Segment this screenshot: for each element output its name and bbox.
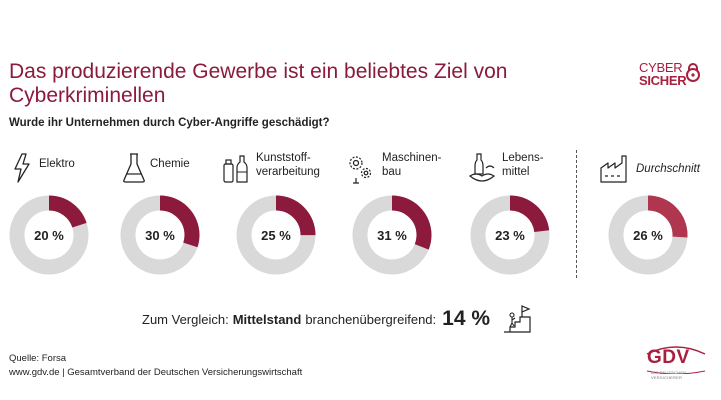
percent-label: 31 %	[377, 228, 407, 243]
gears-icon	[349, 156, 372, 184]
category-chemie: Chemie 30 %	[120, 150, 230, 280]
donut-segment-durchschnitt	[608, 195, 688, 275]
gdv-logo: GDV DIE DEUTSCHEN VERSICHERER	[643, 344, 709, 380]
survey-question: Wurde ihr Unternehmen durch Cyber-Angrif…	[9, 117, 330, 129]
comparison-suffix: branchenübergreifend:	[305, 311, 437, 327]
bottles-icon	[223, 155, 248, 183]
donut-chart-lebensmittel	[470, 195, 550, 275]
donut-segment-maschinenbau	[352, 195, 432, 275]
donut-chart-durchschnitt	[608, 195, 688, 275]
lock-icon	[686, 63, 700, 82]
comparison-bold: Mittelstand	[232, 311, 302, 327]
donut-segment-chemie	[120, 195, 200, 275]
category-label: Maschinen- bau	[382, 152, 442, 178]
donut-chart-elektro	[9, 195, 89, 275]
source-label: Quelle: Forsa	[9, 353, 67, 364]
gdv-wordmark: GDV	[647, 347, 690, 368]
category-elektro: Elektro 20 %	[9, 150, 119, 280]
category-label: Elektro	[39, 158, 75, 170]
percent-label: 23 %	[495, 228, 525, 243]
food-icon	[468, 153, 496, 182]
page-title: Das produzierende Gewerbe ist ein belieb…	[9, 60, 508, 107]
category-maschinenbau: Maschinen- bau 31 %	[349, 150, 462, 280]
credit-label: www.gdv.de | Gesamtverband der Deutschen…	[9, 367, 303, 378]
donut-segment-kunststoff	[236, 195, 316, 275]
donut-chart-kunststoff	[236, 195, 316, 275]
source-note: Quelle: Forsa www.gdv.de | Gesamtverband…	[9, 352, 302, 380]
comparison-value: 14 %	[442, 307, 491, 330]
factory-icon	[600, 155, 627, 183]
lightning-icon	[14, 153, 30, 183]
percent-label: 25 %	[261, 228, 291, 243]
logo-line-1: CYBER	[639, 60, 683, 75]
donut-chart-chemie	[120, 195, 200, 275]
flask-icon	[123, 153, 145, 183]
gdv-arc-icon	[646, 346, 706, 374]
category-label: Kunststoff- verarbeitung	[256, 152, 320, 178]
category-label: Durchschnitt	[636, 163, 700, 175]
percent-label: 20 %	[34, 228, 64, 243]
divider-line	[576, 150, 577, 278]
percent-label: 26 %	[633, 228, 663, 243]
gdv-tagline: DIE DEUTSCHEN VERSICHERER	[651, 370, 687, 380]
category-label: Lebens- mittel	[502, 152, 544, 178]
category-label: Chemie	[150, 158, 190, 170]
comparison-prefix: Zum Vergleich:	[142, 311, 229, 327]
donut-chart-maschinenbau	[352, 195, 432, 275]
stairs-flag-icon	[504, 305, 531, 333]
category-lebensmittel: Lebens- mittel 23 %	[468, 150, 575, 280]
donut-segment-lebensmittel	[470, 195, 550, 275]
donut-segment-elektro	[9, 195, 89, 275]
category-durchschnitt: Durchschnitt 26 %	[600, 150, 718, 280]
percent-label: 30 %	[145, 228, 175, 243]
comparison-line: Zum Vergleich: Mittelstand branchenüberg…	[142, 304, 532, 334]
logo-line-2: SICHER	[639, 73, 687, 88]
category-kunststoffverarbeitung: Kunststoff- verarbeitung 25 %	[223, 150, 346, 280]
cyber-sicher-logo: CYBER SICHER	[639, 59, 703, 89]
